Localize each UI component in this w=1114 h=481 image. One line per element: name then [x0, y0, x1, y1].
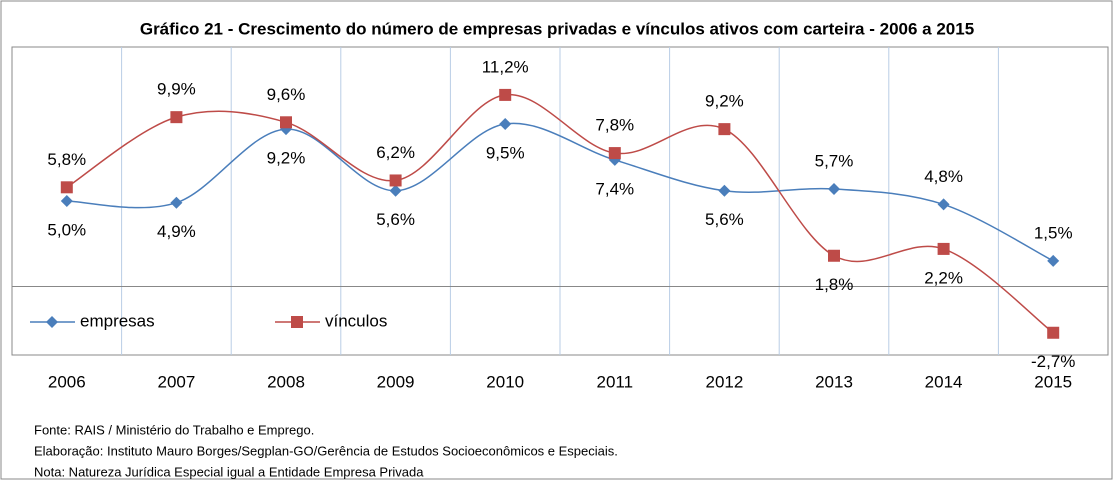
x-tick-label: 2014 — [925, 372, 963, 391]
data-label: 7,4% — [595, 179, 634, 198]
data-point — [718, 184, 731, 197]
data-label: 1,8% — [815, 275, 854, 294]
data-label: 1,5% — [1034, 223, 1073, 242]
data-label: 2,2% — [924, 268, 963, 287]
data-label: 7,8% — [595, 116, 634, 135]
x-tick-label: 2010 — [486, 372, 524, 391]
data-label: 4,9% — [157, 222, 196, 241]
footnote: Elaboração: Instituto Mauro Borges/Segpl… — [34, 443, 618, 458]
data-label: 9,2% — [267, 149, 306, 168]
data-point — [828, 249, 840, 262]
data-label: 11,2% — [482, 57, 529, 76]
data-point — [937, 242, 950, 255]
x-tick-label: 2012 — [705, 372, 743, 391]
data-label: 9,2% — [705, 92, 744, 111]
footnote: Nota: Natureza Jurídica Especial igual a… — [34, 464, 424, 479]
data-point — [389, 184, 402, 197]
data-point — [170, 196, 183, 209]
data-label: -2,7% — [1031, 352, 1075, 371]
data-point — [499, 88, 512, 101]
legend-label: empresas — [80, 311, 155, 330]
chart-title: Gráfico 21 - Crescimento do número de em… — [140, 19, 974, 38]
data-point — [828, 183, 840, 196]
legend-marker — [291, 316, 303, 328]
x-tick-label: 2011 — [597, 372, 634, 391]
data-label: 5,8% — [47, 150, 86, 169]
data-point — [389, 174, 402, 187]
data-label: 5,6% — [705, 210, 744, 229]
series-line — [66, 94, 1054, 334]
data-point — [499, 118, 512, 130]
x-tick-label: 2008 — [267, 372, 305, 391]
footnote: Fonte: RAIS / Ministério do Trabalho e E… — [34, 422, 314, 437]
legend-marker — [46, 316, 58, 328]
data-point — [280, 116, 292, 129]
data-point — [937, 198, 950, 211]
data-label: 4,8% — [924, 167, 963, 186]
series-line — [66, 122, 1054, 262]
data-point — [60, 195, 73, 207]
data-label: 9,5% — [486, 143, 525, 162]
data-label: 5,6% — [376, 210, 415, 229]
x-tick-label: 2009 — [377, 372, 415, 391]
data-point — [1047, 254, 1060, 267]
data-label: 6,2% — [376, 143, 415, 162]
data-label: 9,9% — [157, 80, 196, 99]
x-tick-label: 2007 — [157, 372, 195, 391]
data-point — [170, 111, 183, 124]
data-label: 5,0% — [47, 220, 86, 239]
data-point — [60, 181, 73, 194]
x-tick-label: 2015 — [1034, 372, 1072, 391]
x-tick-label: 2013 — [815, 372, 853, 391]
data-point — [1047, 326, 1060, 339]
x-tick-label: 2006 — [48, 372, 86, 391]
data-point — [608, 147, 621, 160]
data-point — [718, 123, 731, 136]
legend-label: vínculos — [325, 311, 387, 330]
data-label: 9,6% — [267, 85, 306, 104]
data-label: 5,7% — [815, 152, 854, 171]
